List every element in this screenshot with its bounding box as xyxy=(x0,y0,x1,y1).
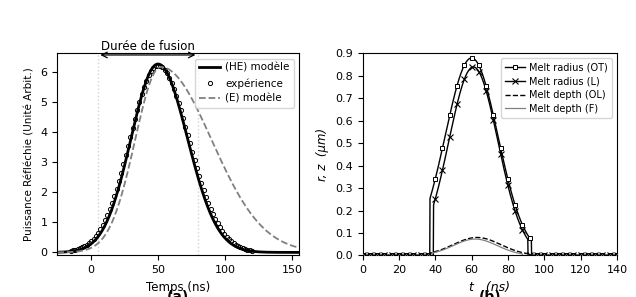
expérience xyxy=(186,141,194,145)
(HE) modèle xyxy=(295,251,303,254)
expérience xyxy=(154,64,162,67)
(E) modèle xyxy=(157,65,165,69)
Y-axis label: r, z  (µm): r, z (µm) xyxy=(317,128,329,181)
(E) modèle xyxy=(171,72,179,76)
Line: expérience: expérience xyxy=(69,64,254,253)
Text: (a): (a) xyxy=(167,290,189,297)
expérience xyxy=(177,108,184,112)
(HE) modèle xyxy=(288,251,296,254)
Legend: Melt radius (OT), Melt radius (L), Melt depth (OL), Melt depth (F): Melt radius (OT), Melt radius (L), Melt … xyxy=(501,58,612,118)
expérience xyxy=(147,69,155,73)
Y-axis label: Puissance Réfléchie (Unité Arbit.): Puissance Réfléchie (Unité Arbit.) xyxy=(25,67,35,241)
(E) modèle xyxy=(295,246,303,249)
Text: (b): (b) xyxy=(478,290,501,297)
(E) modèle xyxy=(288,244,296,247)
(HE) modèle xyxy=(171,91,179,94)
X-axis label: t   (ns): t (ns) xyxy=(469,281,510,294)
Line: (E) modèle: (E) modèle xyxy=(57,67,299,252)
(E) modèle xyxy=(288,244,296,247)
(HE) modèle xyxy=(154,62,162,66)
(HE) modèle xyxy=(53,250,61,254)
expérience xyxy=(230,241,237,245)
(HE) modèle xyxy=(288,251,296,254)
Text: Durée de fusion: Durée de fusion xyxy=(101,40,195,53)
(E) modèle xyxy=(165,67,172,71)
(HE) modèle xyxy=(244,249,251,252)
Line: (HE) modèle: (HE) modèle xyxy=(57,64,299,252)
(HE) modèle xyxy=(66,250,73,253)
(HE) modèle xyxy=(165,74,172,78)
X-axis label: Temps (ns): Temps (ns) xyxy=(146,281,211,294)
expérience xyxy=(193,166,201,170)
expérience xyxy=(67,249,74,253)
(E) modèle xyxy=(244,207,251,211)
expérience xyxy=(248,249,256,252)
expérience xyxy=(179,116,187,120)
Legend: (HE) modèle, expérience, (E) modèle: (HE) modèle, expérience, (E) modèle xyxy=(195,59,294,108)
(E) modèle xyxy=(53,251,61,254)
(E) modèle xyxy=(66,250,73,254)
